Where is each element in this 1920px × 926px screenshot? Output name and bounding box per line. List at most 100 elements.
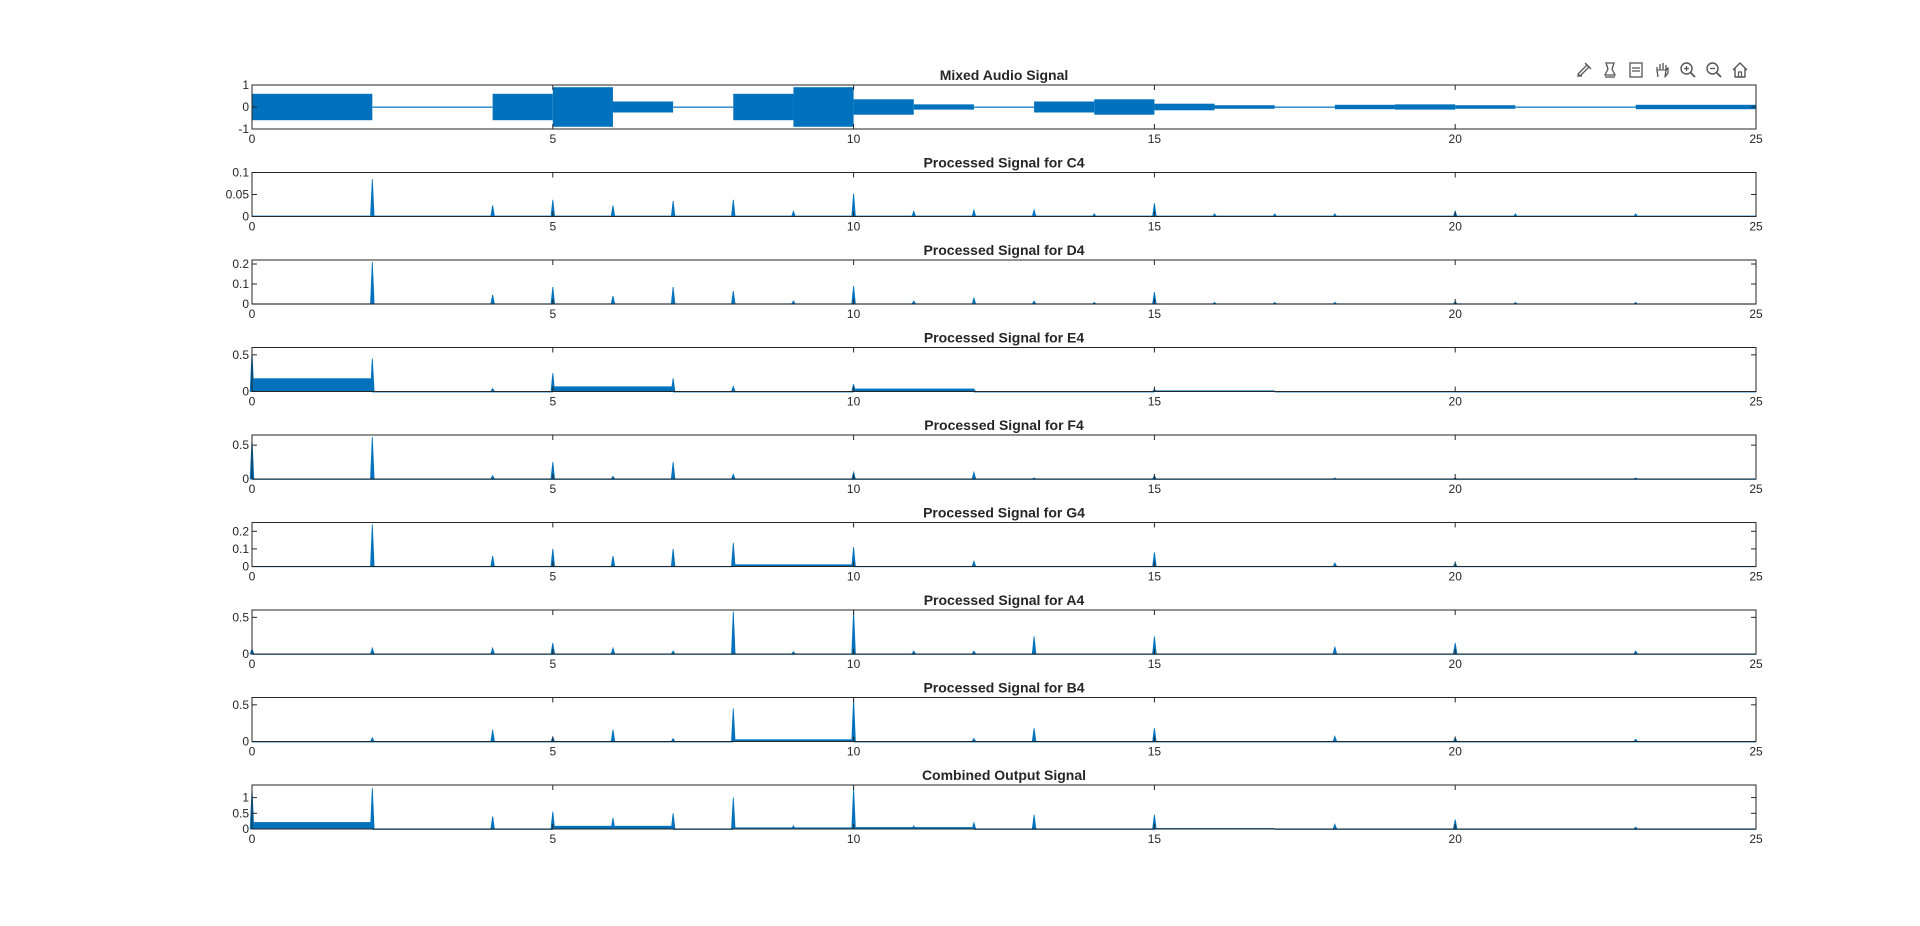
signal-spike xyxy=(851,788,856,830)
signal-spike xyxy=(1031,208,1037,217)
x-tick-label: 25 xyxy=(1749,745,1763,759)
signal-spike xyxy=(490,729,495,742)
x-tick-label: 10 xyxy=(847,132,861,146)
signal-spike xyxy=(370,261,375,305)
zoom-in-button[interactable] xyxy=(1676,58,1700,82)
y-tick-label: 0.5 xyxy=(232,348,249,362)
x-tick-label: 5 xyxy=(549,745,556,759)
signal-spike xyxy=(971,470,977,480)
y-tick-label: 0 xyxy=(242,647,249,661)
signal-spike xyxy=(490,294,495,305)
y-tick-label: 0.5 xyxy=(232,438,249,452)
signal-spike xyxy=(369,646,375,655)
x-tick-label: 20 xyxy=(1449,570,1463,584)
x-tick-label: 20 xyxy=(1449,220,1463,234)
signal-segment xyxy=(673,106,734,108)
signal-segment xyxy=(252,93,373,121)
signal-spike xyxy=(670,201,676,217)
signal-segment xyxy=(612,101,674,113)
x-tick-label: 10 xyxy=(847,395,861,409)
signal-spike xyxy=(670,548,676,567)
data-tips-button[interactable] xyxy=(1598,58,1622,82)
brush-edit-button[interactable] xyxy=(1572,58,1596,82)
signal-spike xyxy=(370,179,375,217)
x-tick-label: 5 xyxy=(549,132,556,146)
subplot-7[interactable]: Processed Signal for A4 0 5 10 15 20 25 0 0.5 xyxy=(232,592,1763,671)
signal-segment xyxy=(1094,99,1155,115)
x-tick-label: 10 xyxy=(847,482,861,496)
subplot-5[interactable]: Processed Signal for F4 0 5 10 15 20 25 0 0.5 xyxy=(232,417,1763,496)
y-tick-label: 1 xyxy=(242,791,249,805)
signal-spike xyxy=(971,559,977,567)
x-tick-label: 15 xyxy=(1148,307,1162,321)
signal-spike xyxy=(490,646,495,655)
zoom-out-button[interactable] xyxy=(1702,58,1726,82)
signal-spike xyxy=(1332,823,1338,830)
signal-segment xyxy=(733,564,854,567)
home-button[interactable] xyxy=(1728,58,1752,82)
x-tick-label: 10 xyxy=(847,570,861,584)
x-tick-label: 5 xyxy=(549,482,556,496)
y-tick-label: 0 xyxy=(242,472,249,486)
subplot-title: Mixed Audio Signal xyxy=(940,67,1069,83)
axes-toolbar xyxy=(1572,58,1752,84)
subplot-2[interactable]: Processed Signal for C4 0 5 10 15 20 25 0 0.05 0.… xyxy=(226,155,1763,234)
signal-segment xyxy=(1455,105,1516,109)
y-tick-label: 0 xyxy=(242,822,249,836)
signal-spike xyxy=(490,474,496,480)
signal-spike xyxy=(730,385,736,392)
x-tick-label: 0 xyxy=(249,657,256,671)
y-tick-label: 0 xyxy=(242,560,249,574)
y-tick-label: -1 xyxy=(238,122,249,136)
zoom-out-icon xyxy=(1706,62,1722,78)
y-tick-label: 0 xyxy=(242,100,249,114)
subplot-title: Processed Signal for E4 xyxy=(924,330,1084,346)
x-tick-label: 20 xyxy=(1449,132,1463,146)
x-tick-label: 5 xyxy=(549,570,556,584)
subplot-title: Processed Signal for F4 xyxy=(924,417,1084,433)
series-line xyxy=(252,179,1756,217)
restore-view-button[interactable] xyxy=(1624,58,1648,82)
signal-segment xyxy=(853,388,974,392)
signal-segment xyxy=(733,739,854,742)
x-tick-label: 5 xyxy=(549,657,556,671)
signal-segment xyxy=(1334,104,1396,110)
signal-spike xyxy=(971,296,977,305)
axes-box xyxy=(251,609,1757,655)
subplot-4[interactable]: Processed Signal for E4 0 5 10 15 20 25 0 0.5 xyxy=(232,330,1763,409)
series-line xyxy=(252,261,1756,305)
signal-segment xyxy=(853,99,914,115)
signal-segment xyxy=(1395,104,1456,110)
x-tick-label: 25 xyxy=(1749,395,1763,409)
x-tick-label: 0 xyxy=(249,570,256,584)
signal-spike xyxy=(971,821,977,830)
signal-segment xyxy=(913,104,974,110)
pan-button[interactable] xyxy=(1650,58,1674,82)
signal-spike xyxy=(610,295,616,305)
axes-box xyxy=(251,347,1757,392)
signal-spike xyxy=(490,816,495,830)
signal-segment xyxy=(252,822,373,829)
x-tick-label: 0 xyxy=(249,745,256,759)
signal-spike xyxy=(370,437,375,480)
signal-segment xyxy=(973,106,1035,108)
subplot-8[interactable]: Processed Signal for B4 0 5 10 15 20 25 0 0.5 xyxy=(232,680,1763,759)
x-tick-label: 25 xyxy=(1749,832,1763,846)
y-tick-label: 0.05 xyxy=(226,188,250,202)
signal-spike xyxy=(851,611,856,655)
x-tick-label: 0 xyxy=(249,132,256,146)
x-tick-label: 0 xyxy=(249,220,256,234)
x-tick-label: 5 xyxy=(549,832,556,846)
signal-spike xyxy=(490,555,495,567)
subplot-3[interactable]: Processed Signal for D4 0 5 10 15 20 25 0 0.1 0.2 xyxy=(232,242,1763,321)
signal-spike xyxy=(1031,814,1037,830)
x-tick-label: 25 xyxy=(1749,570,1763,584)
home-icon xyxy=(1732,62,1748,78)
axes-box xyxy=(251,259,1757,305)
signal-spike xyxy=(670,813,676,830)
y-tick-label: 0.1 xyxy=(232,277,249,291)
signal-segment xyxy=(793,87,854,127)
